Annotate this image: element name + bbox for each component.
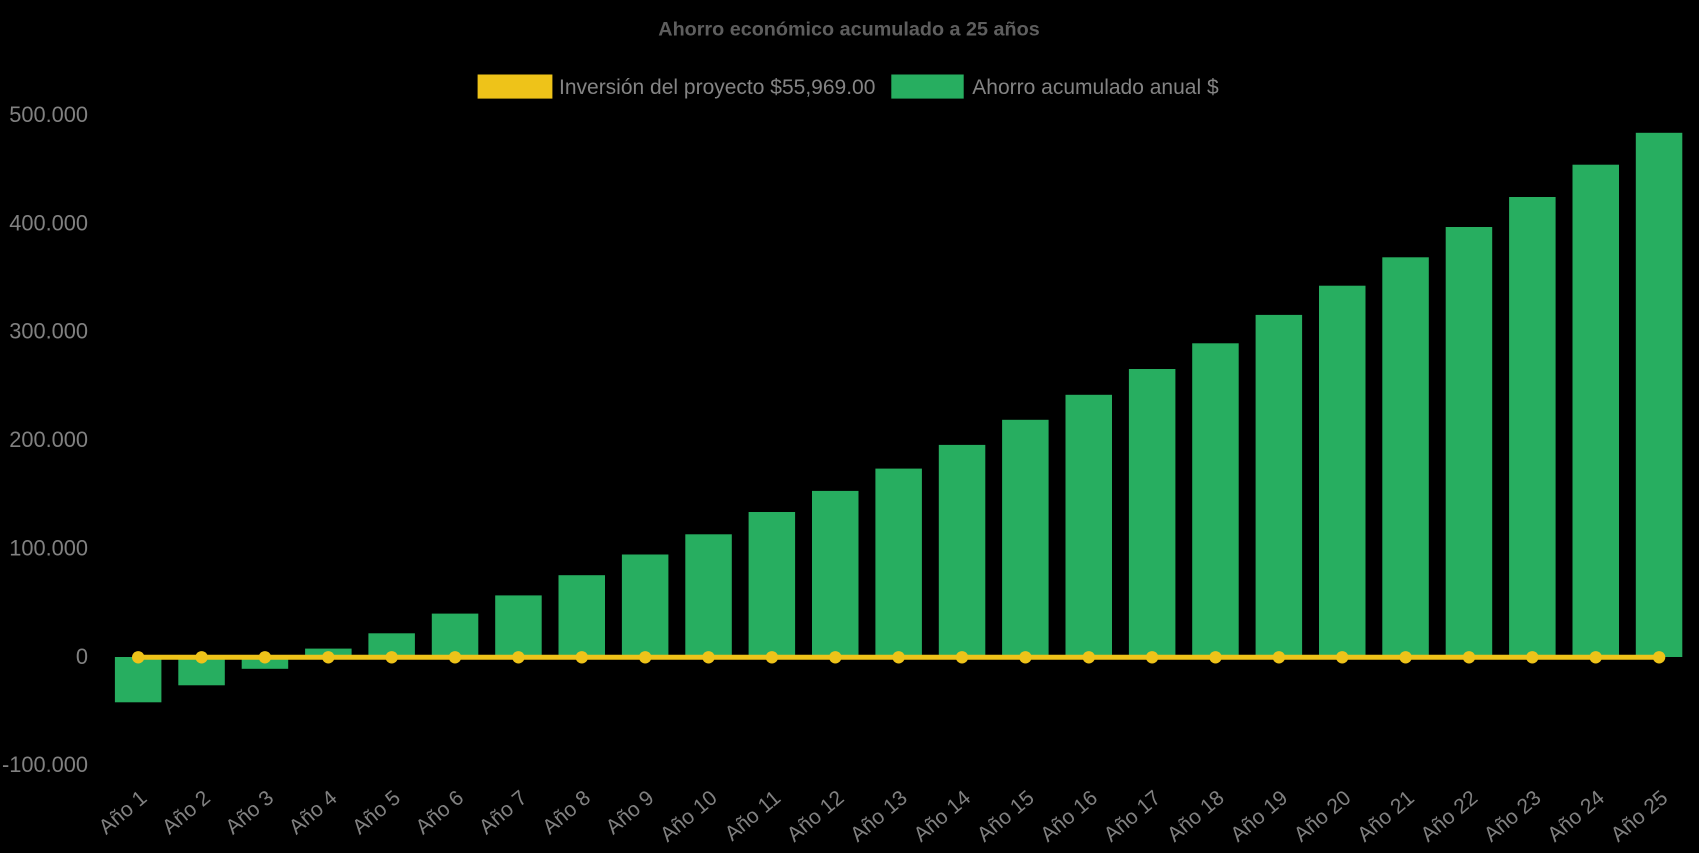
svg-text:Ahorro económico acumulado a 2: Ahorro económico acumulado a 25 años <box>658 19 1039 41</box>
svg-text:400.000: 400.000 <box>9 210 88 235</box>
svg-text:0: 0 <box>76 644 88 669</box>
svg-text:500.000: 500.000 <box>9 102 88 127</box>
svg-text:-100.000: -100.000 <box>2 752 88 777</box>
svg-text:Ahorro acumulado anual $: Ahorro acumulado anual $ <box>972 76 1219 99</box>
svg-text:200.000: 200.000 <box>9 427 88 452</box>
svg-text:300.000: 300.000 <box>9 319 88 344</box>
svg-text:100.000: 100.000 <box>9 535 88 560</box>
svg-text:Inversión del proyecto $55,969: Inversión del proyecto $55,969.00 <box>559 76 875 99</box>
